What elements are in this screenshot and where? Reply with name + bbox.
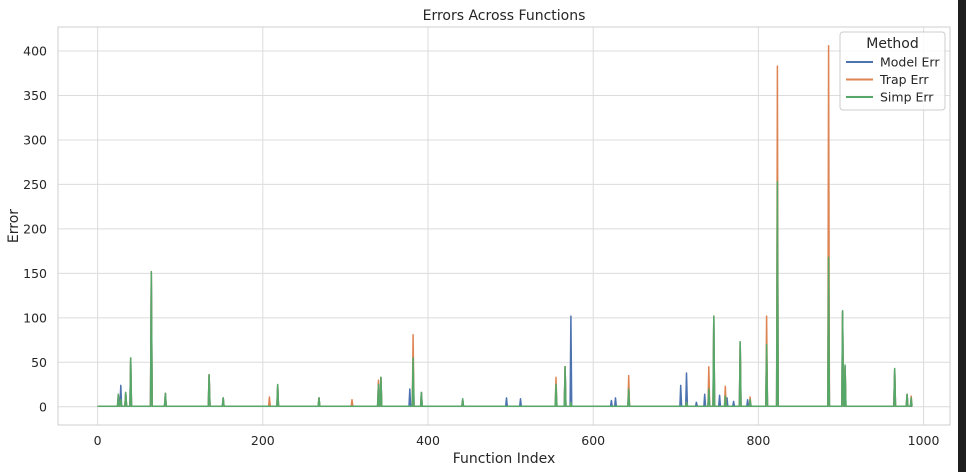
y-tick-label: 350 bbox=[23, 88, 47, 103]
y-tick-label: 150 bbox=[23, 266, 47, 281]
legend-entry-label: Model Err bbox=[880, 55, 940, 70]
y-tick-label: 400 bbox=[23, 44, 47, 59]
x-tick-label: 600 bbox=[581, 433, 605, 448]
series-layer bbox=[97, 44, 913, 408]
y-tick-label: 200 bbox=[23, 221, 47, 236]
series-line-simp-err bbox=[97, 181, 913, 408]
series-line-trap-err bbox=[97, 44, 913, 408]
x-tick-label: 1000 bbox=[908, 433, 940, 448]
legend-title: Method bbox=[866, 36, 919, 52]
legend-entries: Model Err Trap Err Simp Err bbox=[846, 55, 940, 105]
grid-layer bbox=[58, 27, 950, 425]
legend-entry-label: Trap Err bbox=[879, 72, 929, 87]
y-tick-label: 100 bbox=[23, 310, 47, 325]
y-axis-label: Error bbox=[6, 209, 22, 243]
series-line-model-err bbox=[97, 183, 912, 408]
x-tick-label: 400 bbox=[416, 433, 440, 448]
plot-frame bbox=[57, 26, 951, 426]
x-tick-label: 0 bbox=[94, 433, 102, 448]
y-tick-label: 300 bbox=[23, 132, 47, 147]
y-tick-label: 50 bbox=[31, 355, 47, 370]
legend-entry-label: Simp Err bbox=[880, 90, 934, 105]
legend: Method Model Err Trap Err Simp Err bbox=[839, 31, 946, 111]
window-edge bbox=[958, 0, 966, 472]
tick-layer: 0 200 400 600 800 1000 0 50 100 150 200 250 300 350 40… bbox=[23, 44, 939, 448]
x-axis-label: Function Index bbox=[453, 451, 556, 467]
x-tick-label: 800 bbox=[746, 433, 770, 448]
legend-box bbox=[839, 31, 946, 111]
y-tick-label: 250 bbox=[23, 177, 47, 192]
x-tick-label: 200 bbox=[251, 433, 275, 448]
chart-title: Errors Across Functions bbox=[423, 8, 586, 24]
y-tick-label: 0 bbox=[39, 399, 47, 414]
